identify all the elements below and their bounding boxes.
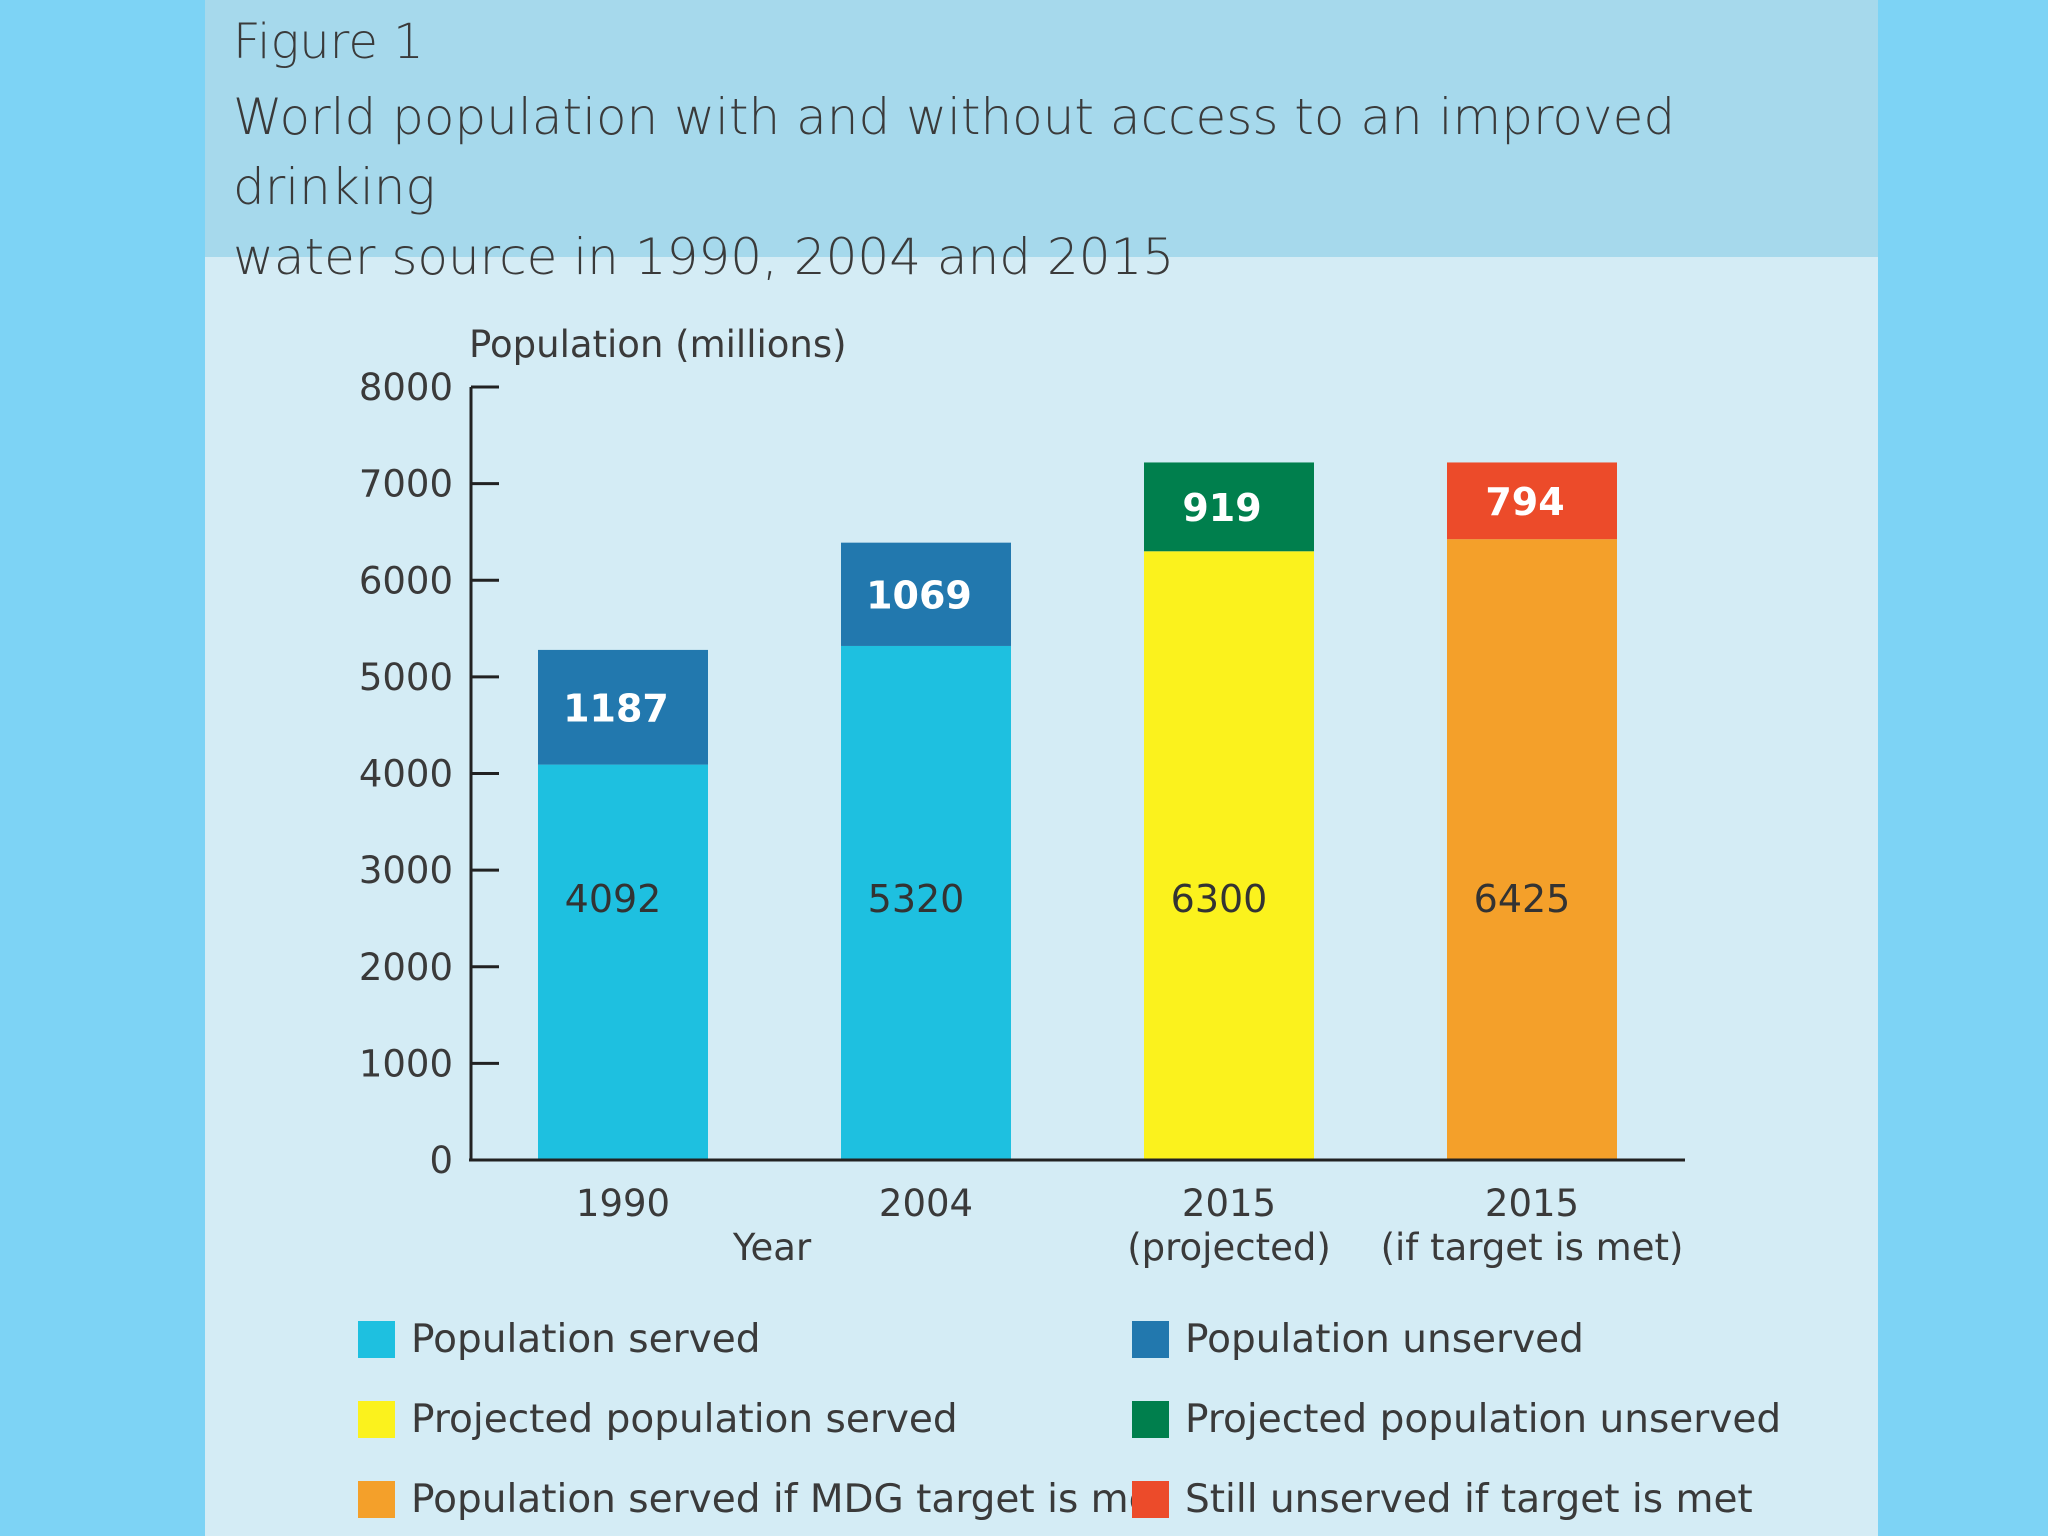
bar-unserved-segment	[1144, 462, 1314, 552]
bar-served-value-label: 6300	[1171, 877, 1268, 921]
bar-unserved-value-label: 1187	[563, 686, 669, 730]
bar-served-value-label: 5320	[868, 877, 965, 921]
x-tick-label: 2015	[1182, 1182, 1276, 1225]
y-tick-label: 3000	[359, 849, 453, 892]
legend-label: Projected population unserved	[1185, 1396, 1782, 1442]
legend-label: Population served	[411, 1316, 761, 1362]
legend-swatch-population-unserved	[1132, 1320, 1169, 1358]
legend-label: Population served if MDG target is met	[411, 1476, 1168, 1522]
legend-label: Still unserved if target is met	[1185, 1476, 1753, 1522]
x-tick-label: 1990	[576, 1182, 670, 1225]
y-tick-label: 6000	[359, 559, 453, 602]
x-tick-label-line-2: (if target is met)	[1381, 1226, 1684, 1269]
bar-unserved-segment	[538, 649, 708, 765]
x-tick-label: 2004	[879, 1182, 973, 1225]
legend-item-projected-population-unserved: Projected population unserved	[1132, 1396, 1782, 1442]
legend-label: Population unserved	[1185, 1316, 1584, 1362]
bar-served-segment	[841, 645, 1011, 1160]
bar-served-value-label: 4092	[565, 877, 662, 921]
y-tick-label: 1000	[359, 1042, 453, 1085]
legend-swatch-projected-population-unserved	[1132, 1400, 1169, 1438]
x-tick-label: 2015	[1485, 1182, 1579, 1225]
legend-swatch-served-if-mdg-target-met	[358, 1480, 395, 1518]
bar-unserved-segment	[1447, 462, 1617, 540]
bar-served-segment	[1447, 539, 1617, 1160]
x-tick-label-line-2: (projected)	[1127, 1226, 1331, 1269]
bar-served-segment	[538, 764, 708, 1160]
bar-unserved-value-label: 919	[1182, 486, 1261, 530]
y-tick-label: 7000	[359, 463, 453, 506]
y-tick-label: 0	[429, 1139, 453, 1182]
bar-unserved-value-label: 794	[1485, 480, 1564, 524]
x-axis-label: Year	[732, 1226, 812, 1269]
legend-swatch-still-unserved-if-target-met	[1132, 1480, 1169, 1518]
y-tick-label: 4000	[359, 753, 453, 796]
stacked-bar-chart: Population (millions) 0 1000 2000 3000 4000 50…	[359, 323, 1685, 1269]
legend-item-population-served: Population served	[358, 1316, 761, 1362]
bar-unserved-segment	[841, 542, 1011, 646]
y-axis-label: Population (millions)	[469, 323, 847, 366]
legend-swatch-population-served	[358, 1320, 395, 1358]
figure-header: Figure 1 World population with and witho…	[205, 0, 1878, 286]
legend-item-population-unserved: Population unserved	[1132, 1316, 1584, 1362]
figure-panel: Figure 1 World population with and witho…	[205, 0, 1878, 1536]
figure-label: Figure 1	[233, 14, 424, 70]
bar-served-segment	[1144, 551, 1314, 1160]
legend-item-still-unserved-if-target-met: Still unserved if target is met	[1132, 1476, 1753, 1522]
figure-title: World population with and without access…	[233, 82, 1833, 292]
legend-item-served-if-mdg-target-met: Population served if MDG target is met	[358, 1476, 1168, 1522]
legend-label: Projected population served	[411, 1396, 958, 1442]
legend-item-projected-population-served: Projected population served	[358, 1396, 958, 1442]
figure-title-line-2: water source in 1990, 2004 and 2015	[233, 228, 1175, 286]
figure-title-line-1: World population with and without access…	[233, 88, 1676, 216]
bar-served-value-label: 6425	[1474, 877, 1571, 921]
y-tick-label: 2000	[359, 946, 453, 989]
y-tick-label: 5000	[359, 656, 453, 699]
legend-swatch-projected-population-served	[358, 1400, 395, 1438]
bar-unserved-value-label: 1069	[866, 573, 972, 617]
y-tick-label: 8000	[359, 366, 453, 409]
